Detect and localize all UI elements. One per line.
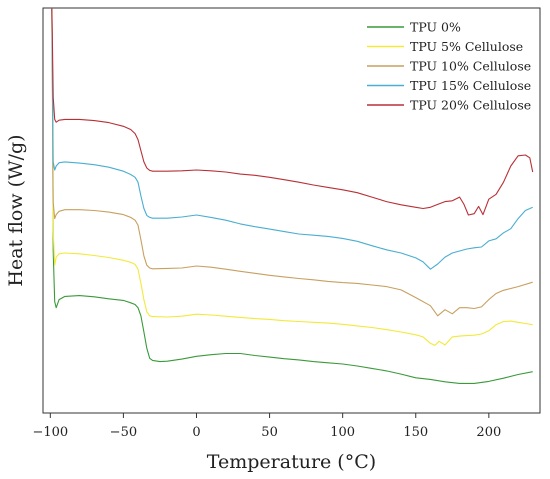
plot-frame [42, 7, 541, 414]
series-layer [51, 8, 534, 384]
x-tick-label: 50 [261, 425, 278, 440]
x-tick-label: 0 [192, 425, 200, 440]
series-line-0 [51, 8, 533, 384]
legend-label-3: TPU 15% Cellulose [410, 78, 531, 93]
series-line-2 [51, 8, 533, 317]
x-axis-ticks: −100 −50 0 50 100 150 200 [32, 413, 501, 440]
legend-label-2: TPU 10% Cellulose [410, 59, 531, 74]
legend-label-4: TPU 20% Cellulose [410, 98, 531, 113]
x-tick-label: −100 [32, 425, 68, 440]
legend: TPU 0% TPU 5% Cellulose TPU 10% Cellulose T… [367, 20, 531, 113]
x-tick-label: 200 [476, 425, 501, 440]
series-line-1 [51, 8, 533, 346]
y-axis-label: Heat flow (W/g) [5, 134, 27, 286]
x-tick-label: 150 [403, 425, 428, 440]
x-tick-label: −50 [110, 425, 137, 440]
legend-label-0: TPU 0% [410, 20, 461, 35]
series-line-3 [51, 8, 533, 270]
series-line-4 [51, 8, 534, 216]
x-tick-label: 100 [330, 425, 355, 440]
legend-label-1: TPU 5% Cellulose [410, 39, 523, 54]
x-axis-label: Temperature (°C) [207, 451, 376, 473]
